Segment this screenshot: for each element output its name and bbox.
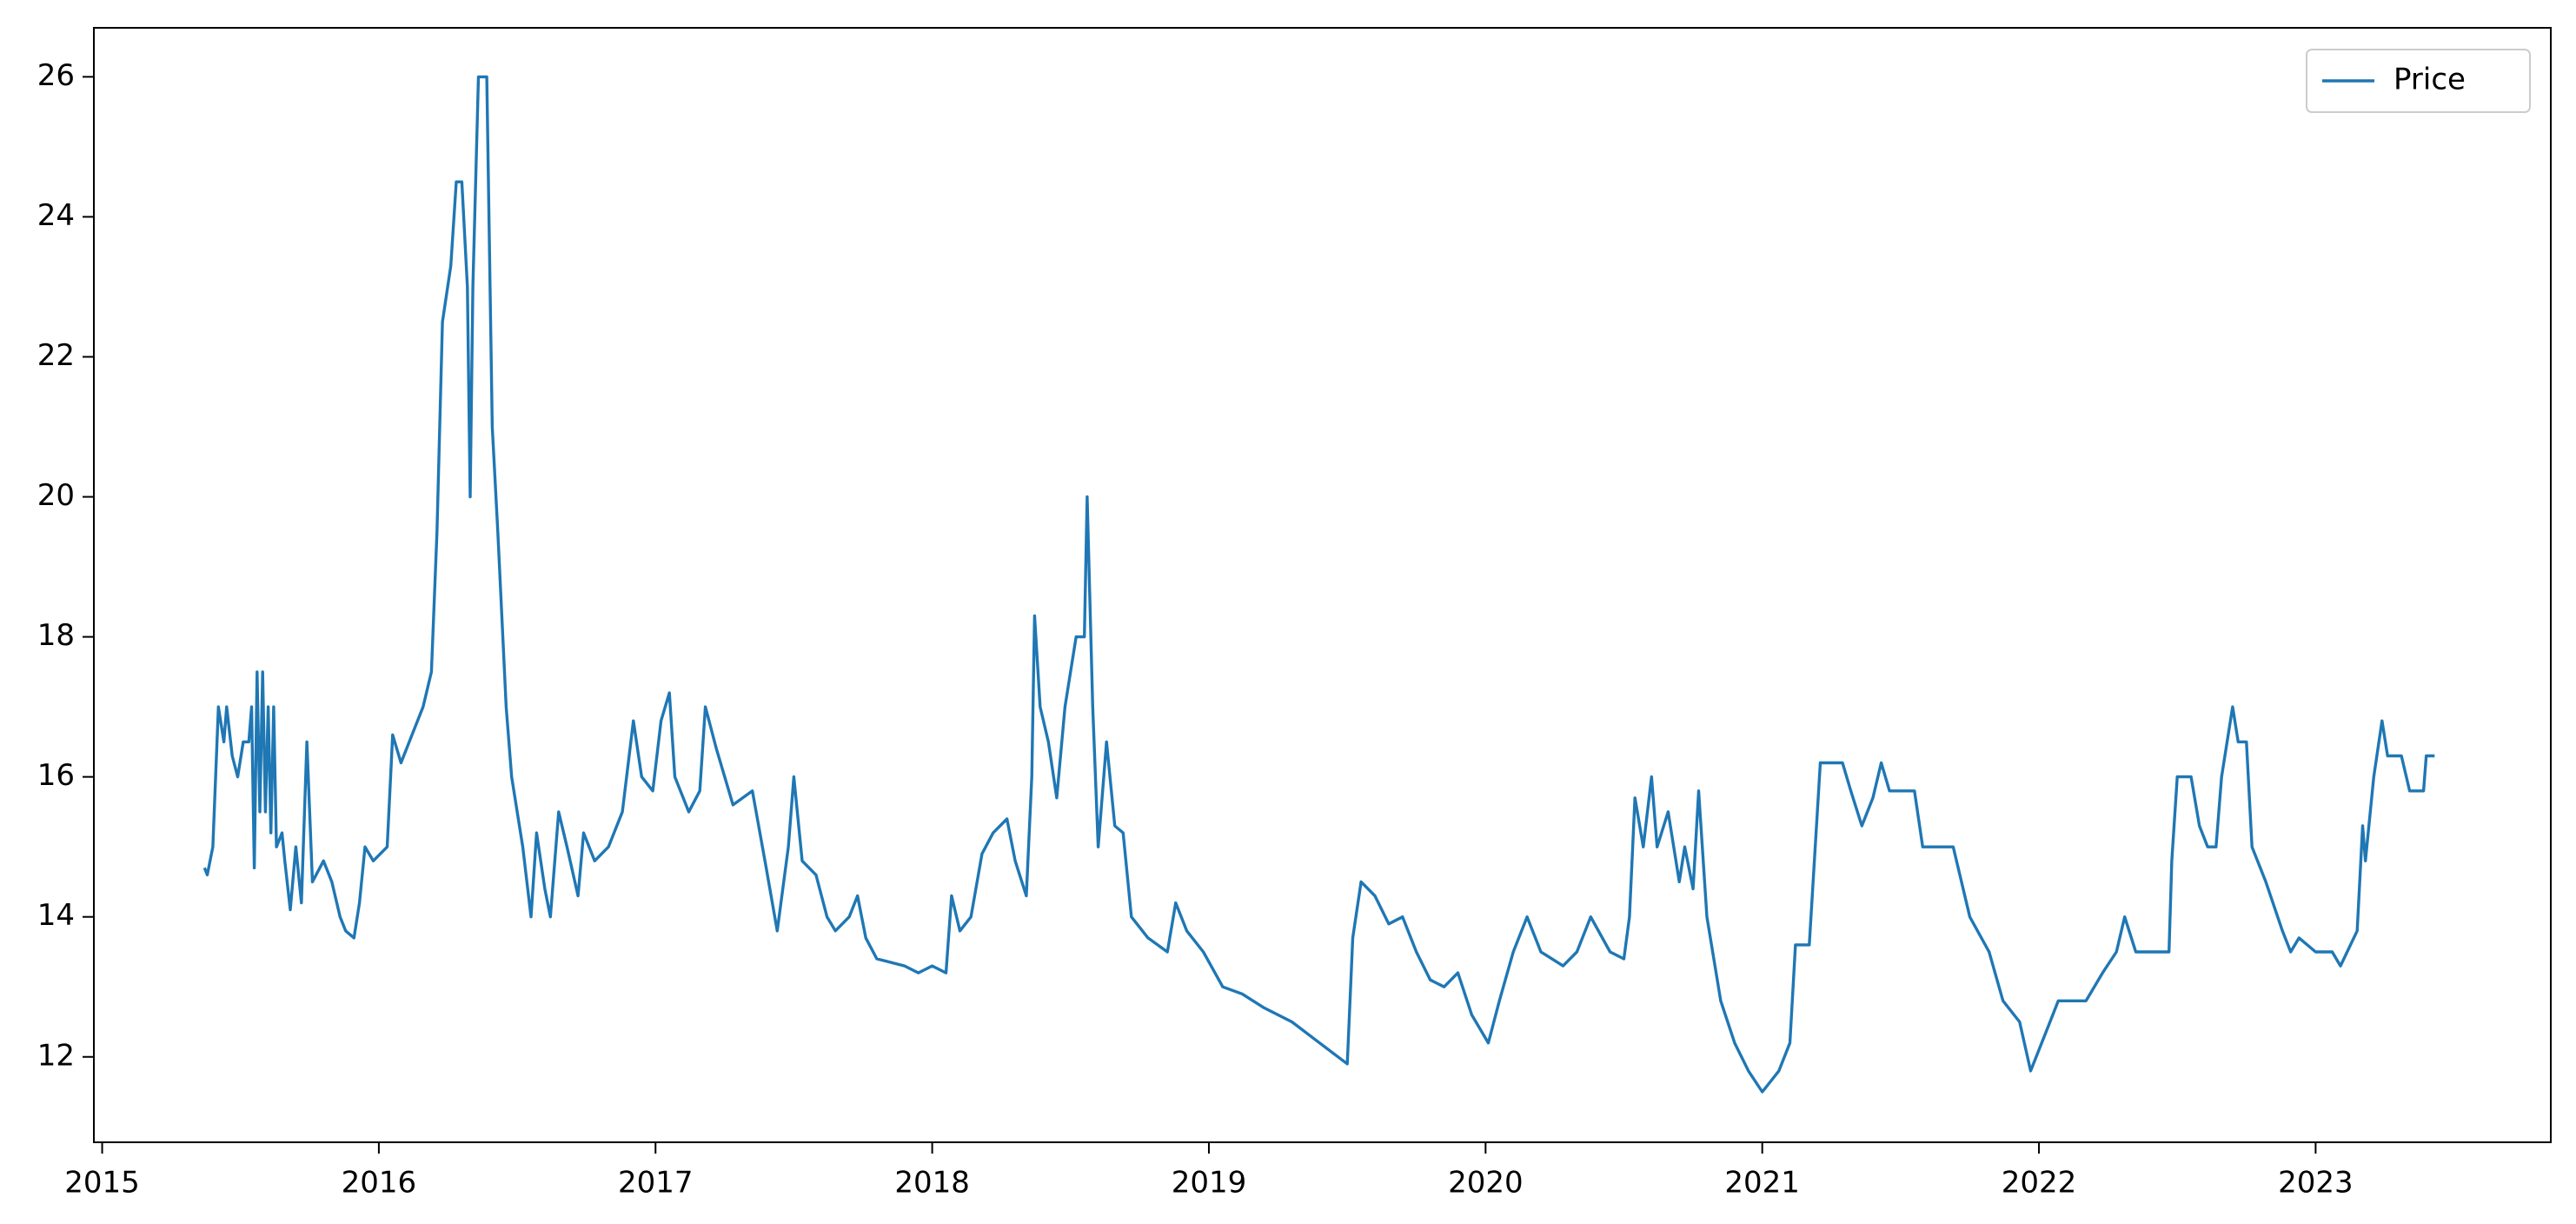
x-tick-label: 2016 (342, 1166, 417, 1201)
y-tick-label: 24 (37, 198, 75, 233)
y-tick-label: 14 (37, 898, 75, 933)
y-tick-label: 22 (37, 338, 75, 373)
legend-label: Price (2393, 63, 2466, 97)
x-tick-label: 2017 (618, 1166, 694, 1201)
plot-frame (93, 27, 2552, 1143)
x-tick-label: 2019 (1172, 1166, 1247, 1201)
x-tick-label: 2020 (1448, 1166, 1524, 1201)
y-tick-label: 18 (37, 618, 75, 653)
legend-box (2306, 49, 2531, 113)
x-tick-label: 2015 (64, 1166, 140, 1201)
x-tick-label: 2021 (1724, 1166, 1800, 1201)
x-tick-label: 2022 (2002, 1166, 2077, 1201)
price-line (202, 75, 2435, 1094)
y-tick-label: 20 (37, 478, 75, 513)
y-tick-label: 16 (37, 758, 75, 793)
x-tick-label: 2018 (894, 1166, 970, 1201)
x-tick-label: 2023 (2278, 1166, 2354, 1201)
y-tick-label: 26 (37, 58, 75, 93)
y-tick-label: 12 (37, 1038, 75, 1073)
